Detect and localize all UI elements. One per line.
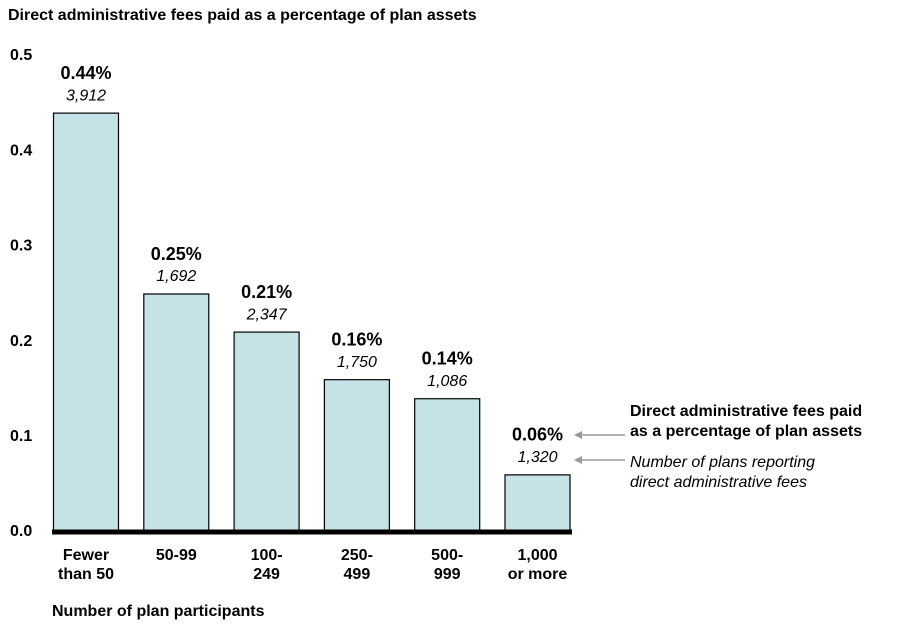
x-tick-label: Fewer than 50	[57, 547, 114, 583]
y-tick-label: 0.2	[10, 333, 32, 350]
bar	[504, 474, 571, 533]
plan-count-label: 1,320	[517, 449, 557, 466]
x-tick-label: 250- 499	[340, 547, 373, 583]
x-axis-label: Number of plan participants	[52, 603, 265, 620]
bar	[323, 379, 390, 533]
y-tick-label: 0.0	[10, 523, 32, 540]
chart-title: Direct administrative fees paid as a per…	[8, 7, 477, 24]
x-tick-label: 1,000 or more	[507, 547, 568, 583]
value-label: 0.21%	[241, 282, 292, 302]
y-tick-label: 0.1	[10, 428, 32, 445]
legend-arrowhead	[574, 431, 582, 439]
plan-count-label: 1,692	[156, 268, 196, 285]
legend-arrowhead	[574, 456, 582, 464]
y-tick-label: 0.5	[10, 47, 32, 64]
value-label: 0.16%	[331, 329, 382, 349]
bar	[143, 293, 210, 533]
value-label: 0.14%	[422, 348, 473, 368]
x-tick-label: 500- 999	[431, 547, 464, 583]
x-tick-label: 50-99	[155, 547, 197, 564]
value-label: 0.06%	[512, 425, 563, 445]
y-tick-label: 0.4	[10, 142, 32, 159]
plan-count-label: 1,086	[427, 373, 467, 390]
legend-count-label: Number of plans reporting direct adminis…	[630, 454, 815, 491]
plan-count-label: 2,347	[246, 306, 288, 323]
value-label: 0.25%	[151, 244, 202, 264]
y-tick-label: 0.3	[10, 238, 32, 255]
plan-count-label: 3,912	[66, 87, 106, 104]
bar	[233, 331, 300, 533]
legend-value-label: Direct administrative fees paid as a per…	[630, 403, 863, 440]
x-tick-label: 100- 249	[250, 547, 283, 583]
bar	[52, 112, 120, 533]
bar	[414, 398, 481, 533]
plan-count-label: 1,750	[337, 354, 377, 371]
value-label: 0.44%	[60, 63, 111, 83]
